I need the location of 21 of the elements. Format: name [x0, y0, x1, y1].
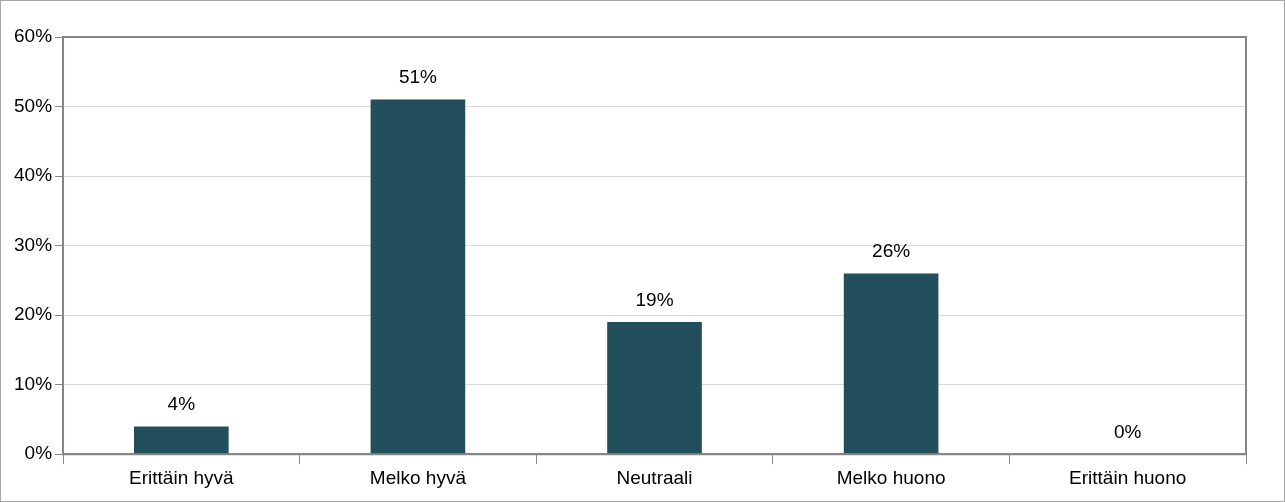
data-label: 4% [167, 393, 196, 415]
x-tick-label: Erittäin hyvä [129, 466, 235, 488]
y-tick-label: 30% [14, 233, 53, 255]
data-label: 51% [398, 66, 438, 88]
bar [607, 322, 702, 454]
y-tick-label: 60% [14, 25, 53, 47]
bar [843, 273, 939, 454]
x-tick-label: Neutraali [616, 466, 693, 488]
y-tick-label: 20% [14, 303, 53, 325]
bar [370, 99, 466, 454]
y-tick-label: 10% [14, 372, 53, 394]
x-tick-label: Melko huono [836, 466, 946, 488]
y-tick-label: 0% [24, 442, 53, 464]
data-label: 0% [1113, 420, 1142, 442]
y-tick-label: 50% [14, 94, 53, 116]
data-label: 26% [872, 240, 911, 262]
y-tick-label: 40% [14, 164, 53, 186]
data-label: 19% [635, 288, 674, 310]
x-tick-label: Melko hyvä [369, 466, 467, 488]
x-tick-label: Erittäin huono [1069, 466, 1187, 488]
bar [134, 426, 229, 454]
